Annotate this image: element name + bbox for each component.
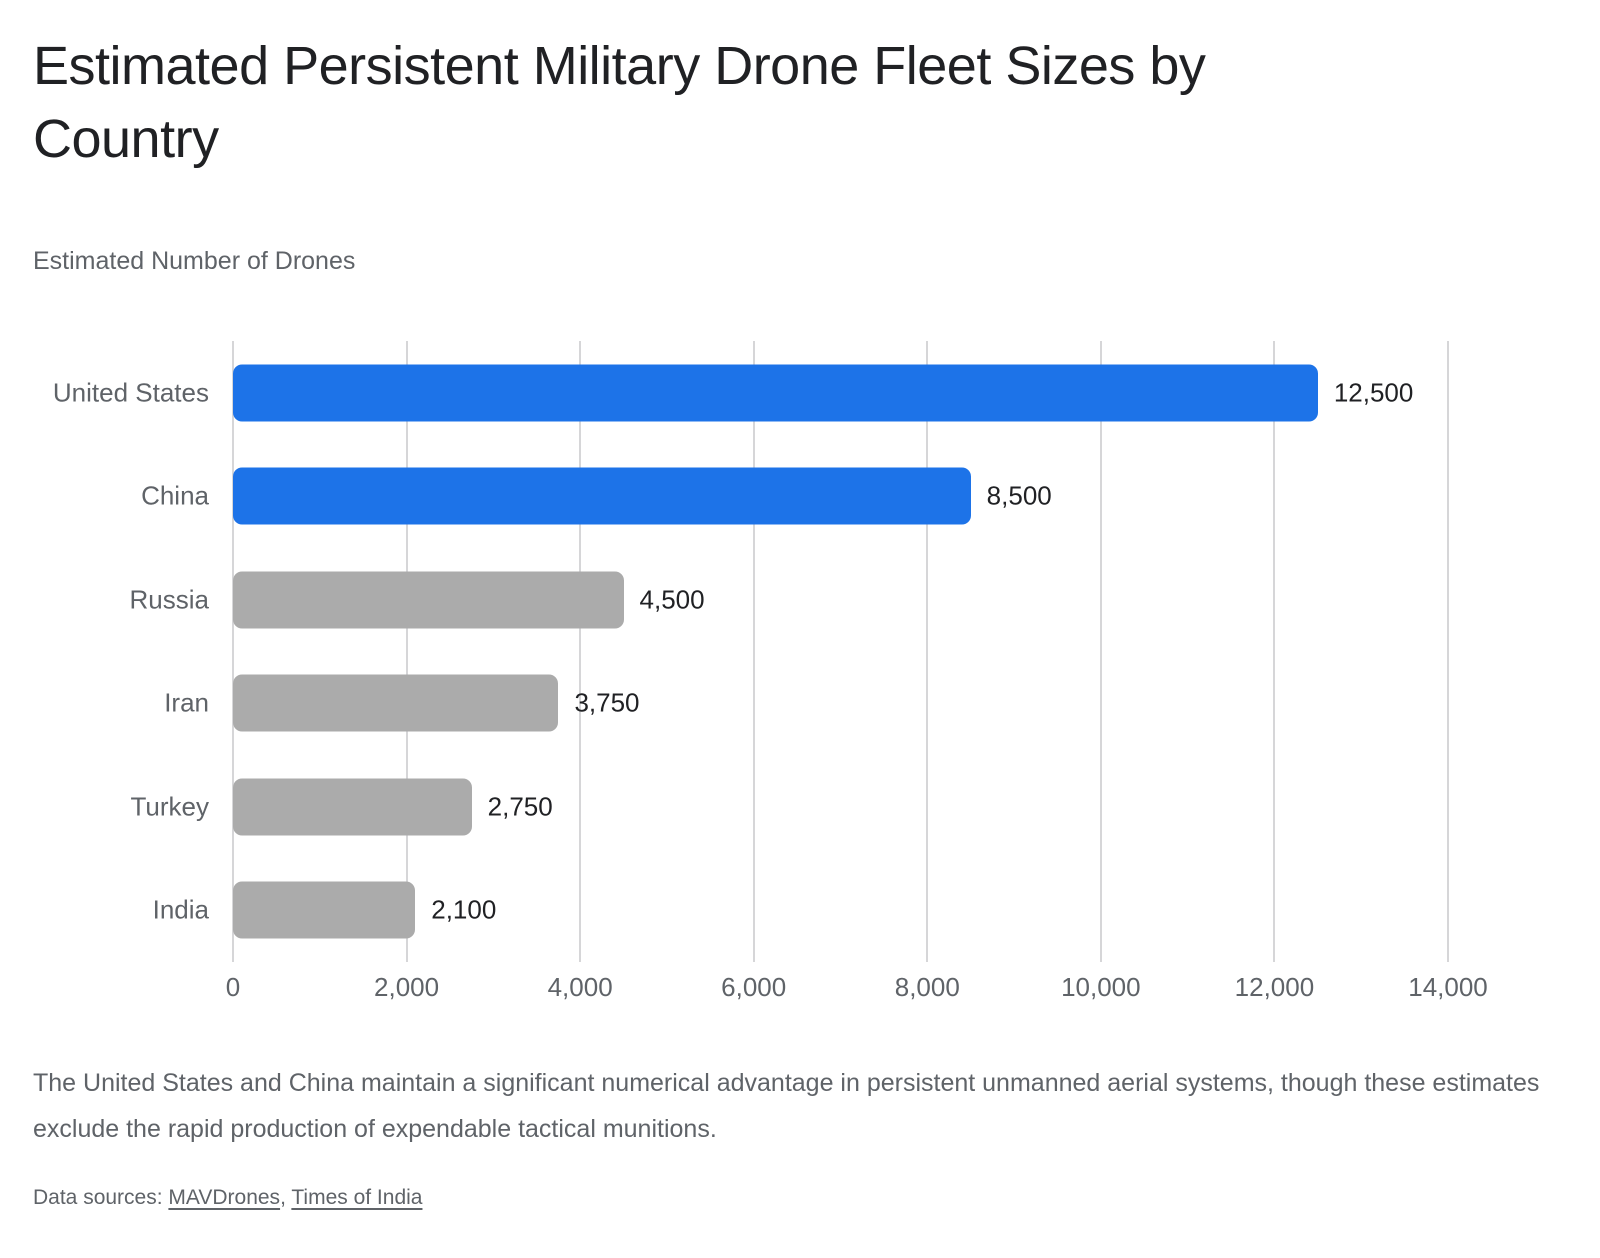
bar-row: Russia 4,500 (130, 548, 1448, 652)
value-label: 8,500 (986, 480, 1052, 511)
chart-title: Estimated Persistent Military Drone Flee… (33, 36, 1206, 169)
x-tick-label: 10,000 (1061, 972, 1141, 1002)
value-label: 2,750 (487, 791, 553, 822)
gridline (1099, 341, 1102, 962)
category-label: United States (52, 377, 209, 408)
chart-caption: The United States and China maintain a s… (33, 1069, 1540, 1143)
x-tick-label: 14,000 (1408, 972, 1488, 1002)
category-label: India (152, 894, 209, 925)
bar-india (233, 881, 416, 939)
value-label: 2,100 (431, 894, 497, 925)
sources-separator: , (280, 1186, 292, 1209)
gridline (579, 341, 582, 962)
bar-row: India 2,100 (153, 859, 1448, 963)
bar-china (233, 467, 971, 525)
gridline (1273, 341, 1276, 962)
bar-row: China 8,500 (141, 445, 1448, 549)
value-label: 4,500 (639, 584, 705, 615)
category-label: Turkey (130, 791, 210, 822)
source-link-mavdrones[interactable]: MAVDrones (168, 1186, 281, 1209)
bar-row: Turkey 2,750 (131, 755, 1448, 859)
plot-area: United States 12,500 China 8,500 Russia 4,500… (53, 341, 1449, 963)
value-label: 12,500 (1333, 377, 1414, 408)
bar-turkey (233, 778, 472, 836)
x-tick-label: 12,000 (1234, 972, 1315, 1002)
sources-label: Data sources: (33, 1186, 169, 1209)
value-label: 3,750 (574, 687, 640, 718)
category-label: Russia (129, 584, 209, 615)
x-axis: 0 2,000 4,000 6,000 8,000 10,000 12,000 14,000 (226, 972, 1488, 1006)
x-tick-label: 8,000 (894, 972, 960, 1002)
x-tick-label: 2,000 (374, 972, 440, 1002)
value-axis-title: Estimated Number of Drones (33, 247, 356, 275)
gridline (926, 341, 929, 962)
bar-russia (233, 571, 624, 629)
data-sources: Data sources: MAVDrones, Times of India (33, 1186, 422, 1210)
gridline (1447, 341, 1449, 962)
x-tick-label: 6,000 (721, 972, 787, 1002)
category-label: China (141, 480, 209, 511)
gridline (405, 341, 408, 962)
gridline (232, 341, 234, 962)
gridline (752, 341, 755, 962)
bar-row: Iran 3,750 (164, 652, 1448, 756)
x-tick-label: 4,000 (547, 972, 613, 1002)
bar-iran (233, 674, 559, 732)
bar-united-states (233, 364, 1318, 422)
bar-row: United States 12,500 (53, 341, 1448, 445)
category-label: Iran (164, 687, 209, 718)
x-tick-label: 0 (225, 972, 241, 1002)
source-link-times-of-india[interactable]: Times of India (291, 1186, 423, 1209)
